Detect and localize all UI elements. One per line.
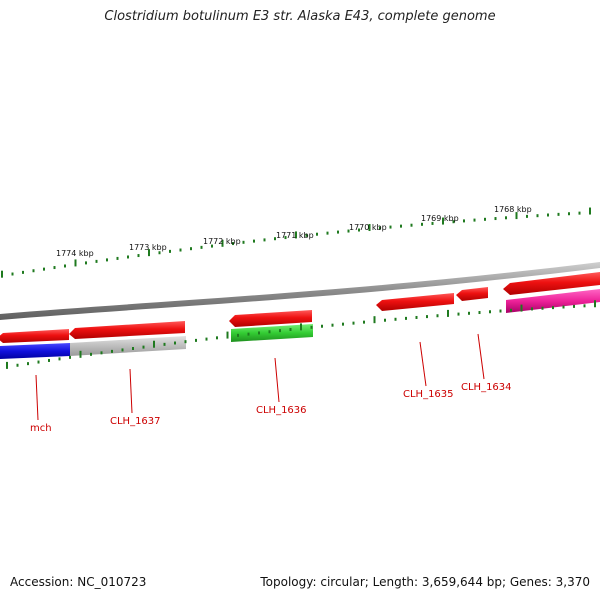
genome-backbone (0, 262, 600, 320)
scale-label: 1770 kbp (349, 223, 387, 232)
genome-title: Clostridium botulinum E3 str. Alaska E43… (104, 9, 496, 24)
leader-line (419, 341, 427, 387)
gene-label-clh-1636[interactable]: CLH_1636 (256, 405, 307, 416)
gene-label-clh-1637[interactable]: CLH_1637 (110, 416, 161, 427)
scale-label: 1772 kbp (203, 237, 241, 246)
leader-line (274, 357, 280, 403)
gene-label-mch[interactable]: mch (30, 423, 52, 434)
scale-labels: 1774 kbp 1773 kbp 1772 kbp 1771 kbp 1770… (56, 205, 532, 258)
gene-label-leaders (35, 333, 485, 421)
gene-arrow[interactable] (69, 321, 185, 339)
outer-scale-ticks (1, 207, 591, 278)
scale-label: 1773 kbp (129, 243, 167, 252)
scale-label: 1768 kbp (494, 205, 532, 214)
gene-labels: mch CLH_1637 CLH_1636 CLH_1635 CLH_1634 (30, 382, 512, 434)
gene-arrow[interactable] (503, 272, 600, 295)
reverse-strand-genes (0, 289, 600, 359)
inner-scale-ticks (6, 300, 596, 369)
gene-arrow[interactable] (0, 329, 69, 343)
forward-strand-genes (0, 272, 600, 343)
gene-label-clh-1634[interactable]: CLH_1634 (461, 382, 512, 393)
gene-bar-blue[interactable] (0, 343, 70, 359)
gene-arrow[interactable] (456, 287, 488, 301)
scale-label: 1769 kbp (421, 214, 459, 223)
accession-text: Accession: NC_010723 (10, 575, 147, 589)
gene-bar-magenta[interactable] (506, 289, 600, 313)
genome-summary-text: Topology: circular; Length: 3,659,644 bp… (260, 575, 590, 589)
scale-label: 1774 kbp (56, 249, 94, 258)
gene-bar-gray[interactable] (70, 336, 186, 356)
leader-line (35, 374, 39, 421)
leader-line (477, 333, 485, 380)
gene-arrow[interactable] (229, 310, 312, 327)
scale-label: 1771 kbp (276, 231, 314, 240)
gene-label-clh-1635[interactable]: CLH_1635 (403, 389, 454, 400)
gene-bar-green[interactable] (231, 324, 313, 342)
leader-line (129, 368, 133, 414)
gene-arrow[interactable] (376, 293, 454, 311)
